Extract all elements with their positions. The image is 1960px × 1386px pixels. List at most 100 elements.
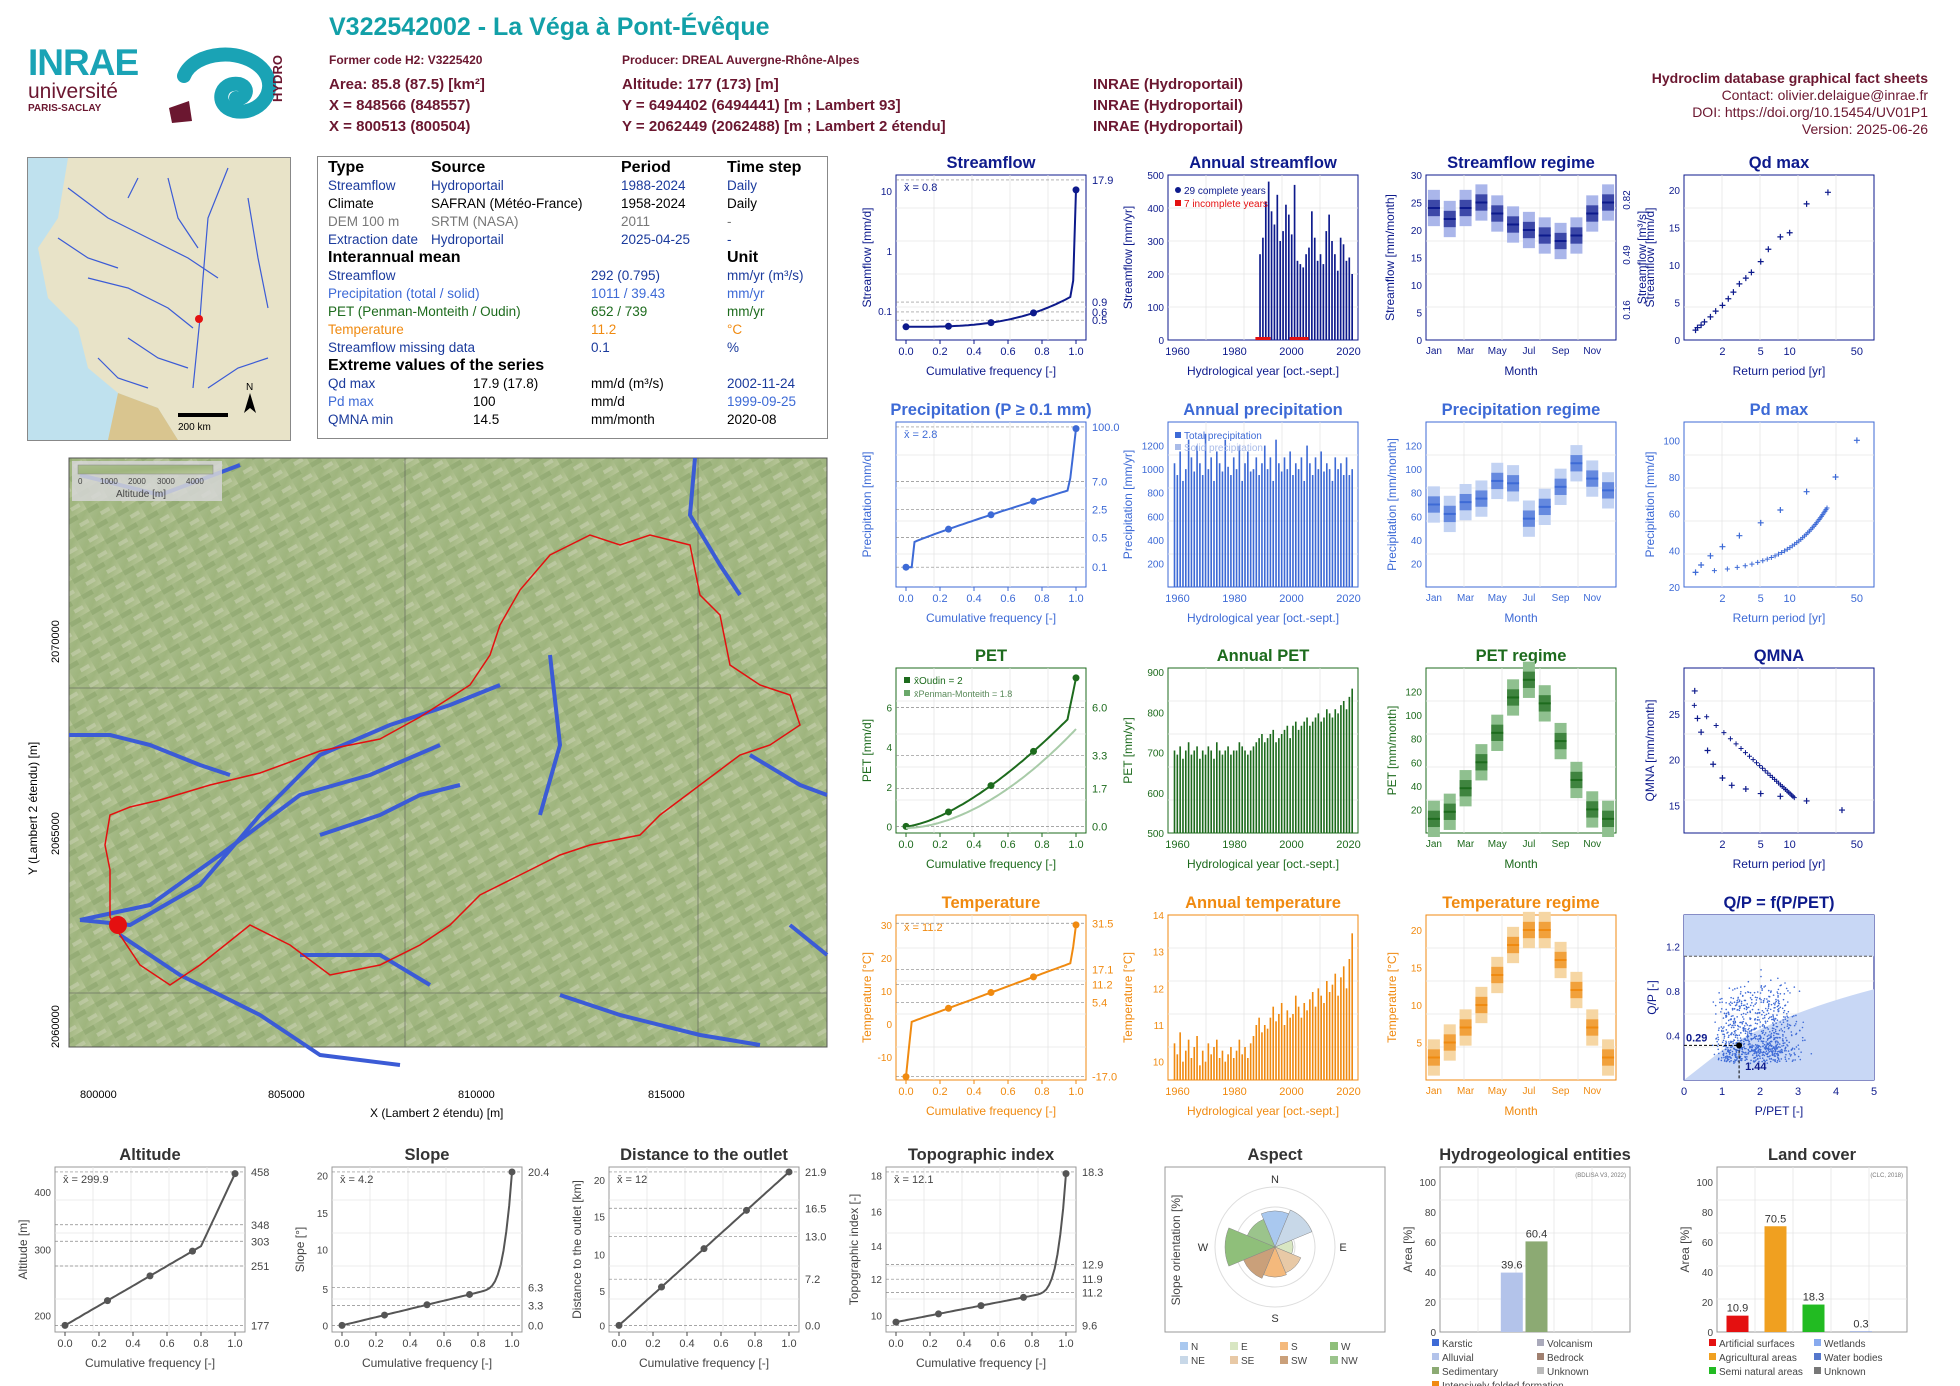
extreme-label: QMNA min: [328, 412, 394, 427]
annual_streamflow-title: Annual streamflow: [1189, 154, 1337, 172]
annual-precip-bar: [1227, 466, 1229, 587]
annual-temp-bar: [1289, 1017, 1291, 1080]
annual_temperature-xtick: 1960: [1165, 1086, 1189, 1098]
annual-streamflow-bar: [1276, 194, 1279, 340]
y-l93: Y = 6494402 (6494441) [m ; Lambert 93]: [622, 97, 901, 114]
topo-xtick: 0.8: [1024, 1338, 1039, 1350]
annual-pet-bar: [1193, 750, 1196, 833]
annual-pet-bar: [1184, 750, 1187, 833]
annual-temp-bar: [1266, 1028, 1269, 1080]
pet_regime-xtick: Jan: [1426, 839, 1442, 850]
annual-temp-bar: [1204, 1061, 1207, 1080]
annual-temp-bar: [1342, 966, 1345, 1080]
annual-precip-bar: [1306, 445, 1308, 587]
annual-precip-bar: [1230, 475, 1232, 587]
h-period: Period: [621, 159, 671, 176]
qd_max-point: [1786, 229, 1793, 236]
annual-temp-bar: [1173, 1043, 1176, 1080]
temperature_regime-box: [1443, 1024, 1456, 1061]
annual-streamflow-bar: [1293, 184, 1296, 340]
annual-pet-bar: [1292, 725, 1294, 833]
distance-xtick: 0.6: [713, 1338, 728, 1350]
annual-pet-ytick: 500: [1147, 829, 1164, 840]
hydrogeo-ytick: 40: [1425, 1268, 1437, 1279]
aspect-sector: [1224, 1227, 1276, 1267]
annual_streamflow-xtick: 2020: [1336, 346, 1360, 358]
temperature-title: Temperature: [942, 894, 1041, 912]
precipitation_regime-box: [1570, 445, 1583, 482]
landcover-frame: [1716, 1166, 1908, 1333]
annual-precip-bar: [1345, 457, 1348, 587]
distance-right-label: 16.5: [805, 1203, 826, 1215]
landcover-ytick: 80: [1702, 1208, 1714, 1219]
page-title: V322542002 - La Véga à Pont-Évêque: [329, 13, 770, 41]
qd_max-point: [1698, 322, 1705, 329]
annual-temp-bar: [1184, 1050, 1187, 1080]
pet-xtick: 1.0: [1068, 839, 1083, 851]
precipitation_regime-box: [1538, 488, 1551, 526]
annual-pet-bar: [1351, 688, 1353, 833]
qd_max-point: [1748, 269, 1755, 276]
mean-unit: %: [727, 340, 740, 355]
annual-temp-bar: [1314, 1006, 1317, 1080]
annual-temp-bar: [1334, 973, 1337, 1080]
pet_regime-box: [1570, 761, 1583, 799]
qp-xtick: 2: [1757, 1086, 1763, 1098]
qdmax-ytick: 5: [1674, 299, 1680, 310]
precipitation-right-label: 2.5: [1092, 504, 1107, 516]
annual-pet-bar: [1221, 754, 1224, 833]
extreme-label: Qd max: [328, 376, 376, 391]
mean-unit: °C: [727, 322, 743, 337]
info-step: -: [727, 232, 732, 247]
distance-ytick: 10: [594, 1250, 606, 1261]
annual-streamflow-bar: [1273, 224, 1276, 340]
precipitation-mean: x̄ = 2.8: [904, 429, 937, 441]
annual-streamflow-bar: [1305, 254, 1307, 340]
annual-pet-ytick: 600: [1147, 789, 1164, 800]
temperature_regime-box: [1538, 911, 1551, 949]
topo-right-label: 11.2: [1082, 1287, 1103, 1299]
distance-mean: x̄ = 12: [617, 1174, 647, 1186]
annual-pet-bar: [1241, 746, 1244, 833]
annual-pet-bar: [1218, 750, 1221, 833]
temperature_regime-title: Temperature regime: [1442, 894, 1599, 912]
annual-precip-bar: [1303, 480, 1306, 587]
precipitation_regime-box: [1475, 480, 1488, 517]
annual-streamflow-ytick: 0: [1158, 336, 1164, 347]
annual-temp-bar: [1252, 1036, 1255, 1080]
mean-value: 292 (0.795): [591, 268, 661, 283]
qp-xtick: 5: [1871, 1086, 1877, 1098]
coords-src: INRAE (Hydroportail) INRAE (Hydroportail…: [1093, 74, 1243, 137]
qd_max-point: [1736, 280, 1743, 287]
streamflow-xtick: 1.0: [1068, 346, 1083, 358]
info-period: 1958-2024: [621, 196, 686, 211]
petr-ytick: 120: [1405, 688, 1422, 699]
temp-ytick: 10: [881, 987, 893, 998]
topo-mean: x̄ = 12.1: [894, 1174, 933, 1186]
altitude-right-label: 348: [251, 1220, 269, 1232]
pet-ytick: 0: [886, 822, 892, 833]
hydrogeo-ytick: 60: [1425, 1238, 1437, 1249]
landcover-legend: Artificial surfaces: [1719, 1339, 1795, 1350]
temp-ytick: -10: [878, 1053, 893, 1064]
annual_temperature-frame: [1167, 914, 1359, 1081]
qp-ytick: 0.8: [1666, 987, 1680, 998]
temperature-xtick: 1.0: [1068, 1086, 1083, 1098]
map-legend-tick-3: 3000: [157, 477, 175, 486]
extreme-date: 1999-09-25: [727, 394, 797, 409]
annual-pet-bar: [1309, 725, 1311, 833]
annual-streamflow-bar: [1279, 241, 1282, 340]
qmna-point: [1704, 747, 1711, 754]
annual-streamflow-bar: [1331, 241, 1333, 340]
annual-pet-bar: [1275, 742, 1277, 833]
temperature-xtick: 0.6: [1000, 1086, 1015, 1098]
info-step: -: [727, 214, 732, 229]
pet-ylabel: PET [mm/d]: [860, 719, 874, 782]
streamflow_regime-box: [1443, 200, 1456, 238]
hydrogeo-ytick: 80: [1425, 1208, 1437, 1219]
petr-ytick: 100: [1405, 711, 1422, 722]
streamflow-ytick: 10: [881, 187, 893, 198]
annual-pet-bar: [1300, 725, 1303, 833]
landcover-value: 18.3: [1803, 1292, 1824, 1304]
altitude-ytick: 300: [34, 1246, 51, 1257]
